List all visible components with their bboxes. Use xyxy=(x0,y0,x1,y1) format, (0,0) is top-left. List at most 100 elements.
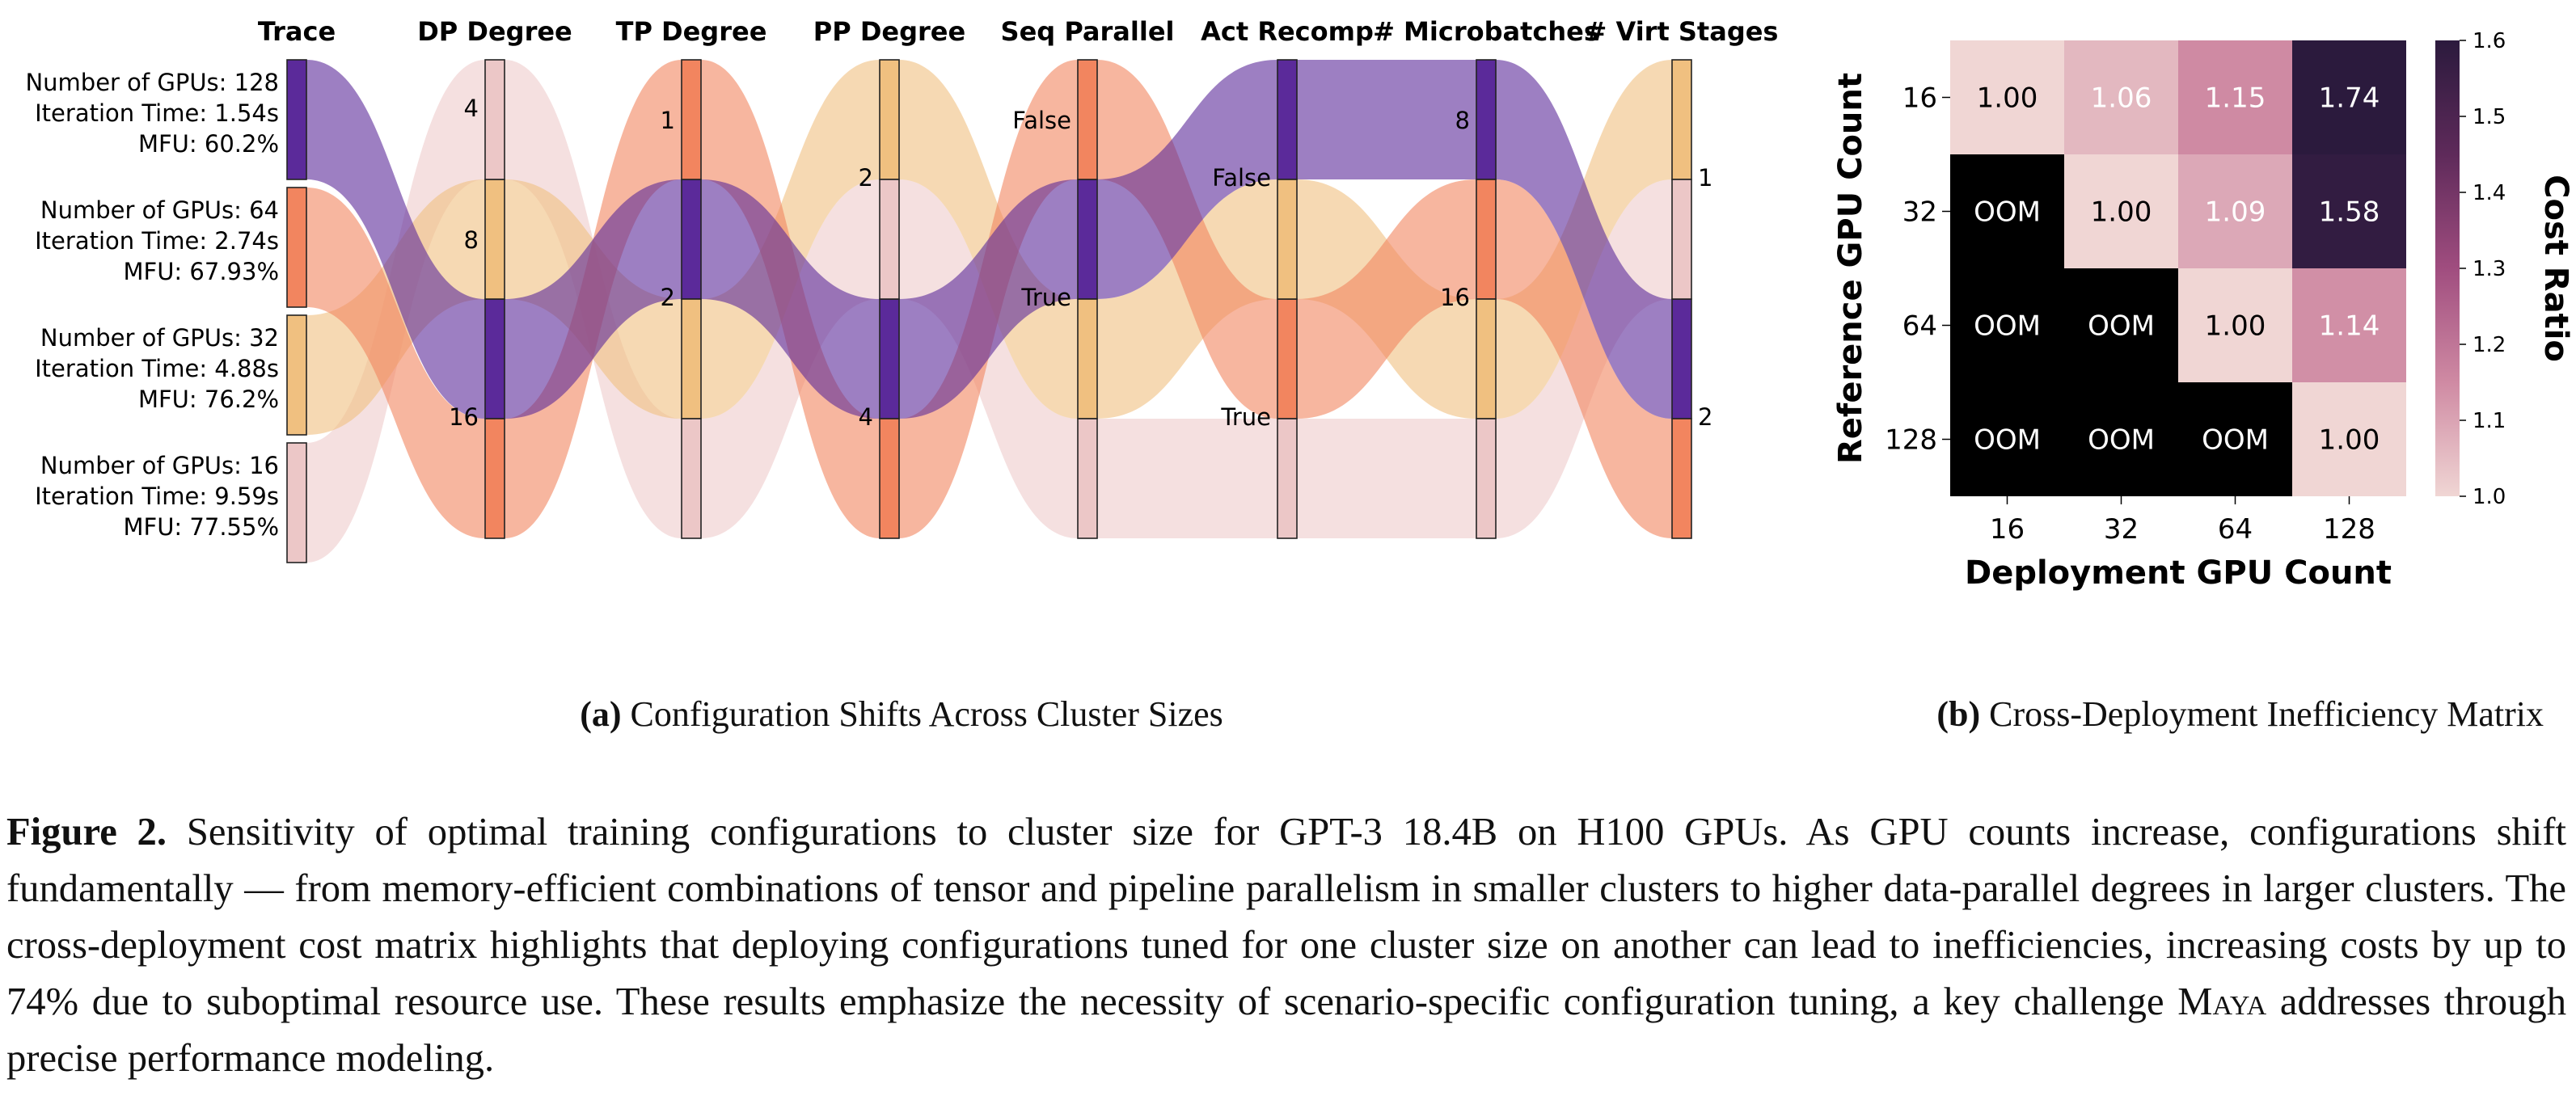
axis-bar-0-16 xyxy=(286,442,307,563)
trace-label-32-0: Number of GPUs: 32 xyxy=(40,324,279,352)
system-name: Maya xyxy=(2177,980,2267,1023)
heatmap-cell-128-64 xyxy=(2178,382,2292,496)
subcaption-b-label: (b) xyxy=(1936,694,1981,734)
heatmap-cell-16-32 xyxy=(2064,40,2178,154)
trace-label-128-0: Number of GPUs: 128 xyxy=(25,69,279,96)
axis-bar-2-32 xyxy=(681,298,702,419)
ribbon-128-gpus-axis-2 xyxy=(701,179,880,419)
axis-bar-5-16 xyxy=(1277,418,1298,539)
axis-bar-4-32 xyxy=(1077,298,1098,419)
parallel-sets-chart: Trace DP Degree 4 8 16 TP Degree 1 2 PP Degree 2 4… xyxy=(25,16,1778,563)
trace-label-32-2: MFU: 76.2% xyxy=(138,386,279,413)
subcaption-a: (a) Configuration Shifts Across Cluster … xyxy=(0,693,1803,735)
x-tick-label-16: 16 xyxy=(1990,513,2025,546)
heatmap-cell-32-64 xyxy=(2178,154,2292,268)
ribbon-16-gpus-axis-4 xyxy=(1097,419,1277,538)
axis-bar-4-16 xyxy=(1077,418,1098,539)
axis-bar-3-128 xyxy=(879,298,900,419)
axis-title-3: PP Degree xyxy=(813,16,965,47)
axis-bar-2-16 xyxy=(681,418,702,539)
axis-bar-0-32 xyxy=(286,314,307,436)
heatmap-value-16-32: 1.06 xyxy=(2091,82,2152,115)
axis-bar-3-64 xyxy=(879,418,900,539)
axis-bar-4-128 xyxy=(1077,179,1098,300)
heatmap-cell-128-16 xyxy=(1950,382,2064,496)
colorbar-tick-label-1.4: 1.4 xyxy=(2473,181,2506,205)
heatmap-value-32-64: 1.09 xyxy=(2205,196,2266,229)
subcaption-b: (b) Cross-Deployment Inefficiency Matrix xyxy=(1936,693,2544,735)
trace-label-64-1: Iteration Time: 2.74s xyxy=(35,227,279,255)
category-label-5-True: True xyxy=(1220,403,1271,431)
trace-label-64-0: Number of GPUs: 64 xyxy=(40,196,279,224)
axis-bar-7-128 xyxy=(1671,298,1692,419)
subcaption-b-text: Cross-Deployment Inefficiency Matrix xyxy=(1989,694,2544,734)
axis-title-2: TP Degree xyxy=(616,16,767,47)
y-tick-label-64: 64 xyxy=(1902,310,1937,343)
category-label-7-2: 2 xyxy=(1698,403,1712,431)
category-label-1-8: 8 xyxy=(464,226,479,254)
ribbon-64-gpus-axis-0 xyxy=(306,188,485,538)
heatmap-cell-16-16 xyxy=(1950,40,2064,154)
heatmap-value-128-128: 1.00 xyxy=(2319,424,2380,457)
heatmap-value-16-128: 1.74 xyxy=(2319,82,2380,115)
heatmap-value-128-16: OOM xyxy=(1974,424,2041,457)
category-label-4-False: False xyxy=(1012,107,1071,134)
x-tick-label-32: 32 xyxy=(2104,513,2139,546)
axis-bar-1-16 xyxy=(484,59,505,180)
axis-title-5: Act Recomp xyxy=(1201,16,1374,47)
trace-label-16-1: Iteration Time: 9.59s xyxy=(35,483,279,510)
category-label-3-2: 2 xyxy=(859,164,873,192)
heatmap-value-16-64: 1.15 xyxy=(2205,82,2266,115)
x-tick-label-64: 64 xyxy=(2218,513,2253,546)
trace-label-64-2: MFU: 67.93% xyxy=(124,258,280,285)
heatmap-value-64-16: OOM xyxy=(1974,310,2041,343)
x-tick-label-128: 128 xyxy=(2323,513,2375,546)
heatmap-value-32-32: 1.00 xyxy=(2091,196,2152,229)
heatmap-cell-16-64 xyxy=(2178,40,2292,154)
axis-title-6: # Microbatches xyxy=(1373,16,1599,47)
heatmap-value-16-16: 1.00 xyxy=(1977,82,2038,115)
figure-label: Figure 2. xyxy=(6,810,167,854)
subcaption-a-label: (a) xyxy=(580,694,622,734)
category-label-4-True: True xyxy=(1020,284,1071,311)
colorbar-label: Cost Ratio xyxy=(2537,175,2574,362)
axis-bar-7-16 xyxy=(1671,179,1692,300)
axis-bar-6-128 xyxy=(1476,59,1497,180)
trace-label-128-2: MFU: 60.2% xyxy=(138,130,279,158)
heatmap-cell-64-16 xyxy=(1950,268,2064,382)
axis-bar-3-32 xyxy=(879,59,900,180)
axis-bar-0-128 xyxy=(286,59,307,180)
heatmap-cell-32-32 xyxy=(2064,154,2178,268)
axis-bar-5-32 xyxy=(1277,179,1298,300)
ribbon-16-gpus-axis-5 xyxy=(1297,419,1476,538)
x-axis-label: Deployment GPU Count xyxy=(1965,554,2392,592)
axis-bar-2-128 xyxy=(681,179,702,300)
y-tick-label-16: 16 xyxy=(1902,82,1937,115)
category-label-5-False: False xyxy=(1212,164,1271,192)
heatmap-cell-64-128 xyxy=(2292,268,2406,382)
category-label-2-2: 2 xyxy=(661,284,675,311)
axis-bar-0-64 xyxy=(286,187,307,308)
subcaption-a-text: Configuration Shifts Across Cluster Size… xyxy=(630,694,1223,734)
y-tick-label-128: 128 xyxy=(1885,424,1937,457)
heatmap-cell-32-16 xyxy=(1950,154,2064,268)
ribbon-128-gpus-axis-1 xyxy=(505,179,682,419)
heatmap-cell-16-128 xyxy=(2292,40,2406,154)
axis-title-1: DP Degree xyxy=(417,16,572,47)
category-label-6-8: 8 xyxy=(1455,107,1470,134)
axis-bar-6-64 xyxy=(1476,179,1497,300)
axis-bar-3-16 xyxy=(879,179,900,300)
category-label-3-4: 4 xyxy=(859,403,873,431)
heatmap-value-32-16: OOM xyxy=(1974,196,2041,229)
ribbon-128-gpus-axis-6 xyxy=(1496,60,1672,419)
colorbar-tick-label-1.6: 1.6 xyxy=(2473,29,2506,53)
axis-title-4: Seq Parallel xyxy=(1001,16,1175,47)
colorbar-tick-label-1.3: 1.3 xyxy=(2473,257,2506,281)
figure-caption: Figure 2. Sensitivity of optimal trainin… xyxy=(6,803,2566,1086)
axis-bar-1-128 xyxy=(484,298,505,419)
category-label-1-4: 4 xyxy=(464,95,479,122)
axis-title-0: Trace xyxy=(258,16,336,47)
heatmap-cell-64-32 xyxy=(2064,268,2178,382)
trace-label-16-2: MFU: 77.55% xyxy=(124,513,280,541)
